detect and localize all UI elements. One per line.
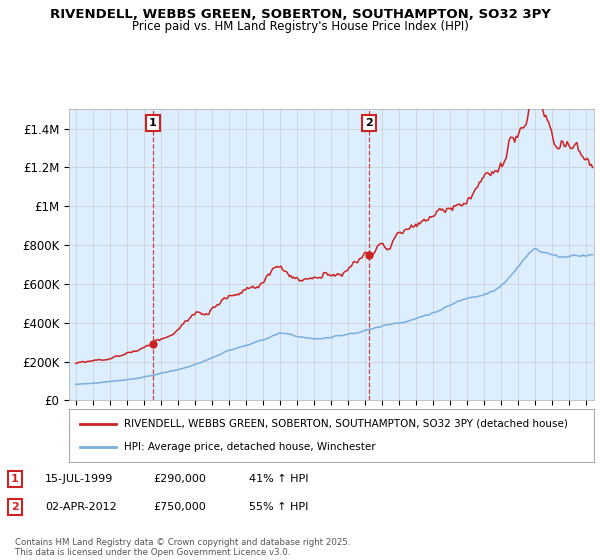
Text: 41% ↑ HPI: 41% ↑ HPI — [249, 474, 308, 484]
Text: 1: 1 — [11, 474, 19, 484]
Text: 55% ↑ HPI: 55% ↑ HPI — [249, 502, 308, 512]
Text: 2: 2 — [365, 118, 373, 128]
Text: Price paid vs. HM Land Registry's House Price Index (HPI): Price paid vs. HM Land Registry's House … — [131, 20, 469, 32]
Text: 15-JUL-1999: 15-JUL-1999 — [45, 474, 113, 484]
Text: £290,000: £290,000 — [153, 474, 206, 484]
Text: 02-APR-2012: 02-APR-2012 — [45, 502, 117, 512]
Text: Contains HM Land Registry data © Crown copyright and database right 2025.
This d: Contains HM Land Registry data © Crown c… — [15, 538, 350, 557]
Text: 1: 1 — [149, 118, 157, 128]
Text: £750,000: £750,000 — [153, 502, 206, 512]
Text: HPI: Average price, detached house, Winchester: HPI: Average price, detached house, Winc… — [124, 442, 376, 452]
Text: RIVENDELL, WEBBS GREEN, SOBERTON, SOUTHAMPTON, SO32 3PY (detached house): RIVENDELL, WEBBS GREEN, SOBERTON, SOUTHA… — [124, 419, 568, 429]
Text: RIVENDELL, WEBBS GREEN, SOBERTON, SOUTHAMPTON, SO32 3PY: RIVENDELL, WEBBS GREEN, SOBERTON, SOUTHA… — [50, 8, 550, 21]
Text: 2: 2 — [11, 502, 19, 512]
